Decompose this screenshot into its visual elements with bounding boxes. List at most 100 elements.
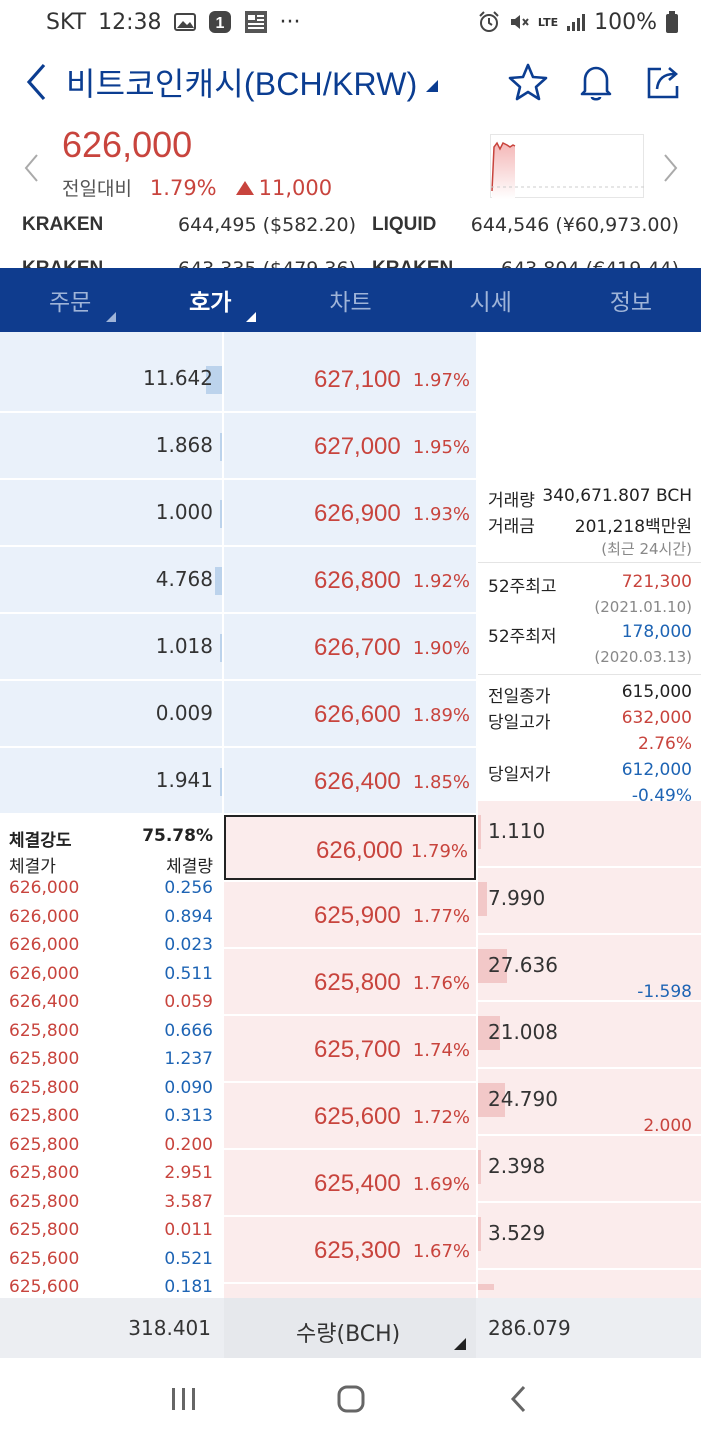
tab-info[interactable]: 정보 xyxy=(561,268,701,332)
alert-button[interactable] xyxy=(573,59,619,105)
mini-chart[interactable] xyxy=(490,134,645,199)
trade-price: 625,800 xyxy=(9,1220,80,1240)
bid-percent: 1.76% xyxy=(412,973,470,994)
bid-row[interactable]: 24.790 2.000 xyxy=(478,1069,701,1136)
bid-row[interactable]: 21.008 xyxy=(478,1002,701,1067)
back-icon xyxy=(510,1385,525,1413)
ask-price: 626,800 xyxy=(314,567,401,594)
status-bar: SKT 12:38 1 ··· LTE 100% xyxy=(0,0,701,44)
exchange-name: LIQUID xyxy=(372,216,437,235)
bid-price: 625,600 xyxy=(314,1103,401,1130)
ask-price-row[interactable]: 626,700 1.90% xyxy=(224,614,476,679)
bid-percent: 1.79% xyxy=(410,841,468,862)
ask-quantity: 11.642 xyxy=(143,366,213,390)
trade-price: 625,800 xyxy=(9,1106,80,1126)
mute-icon xyxy=(508,11,530,33)
orderbook-totals: 318.401 수량(BCH) 286.079 xyxy=(0,1298,701,1358)
trade-price: 625,600 xyxy=(9,1277,80,1297)
home-button[interactable] xyxy=(321,1369,381,1429)
trade-qty: 0.256 xyxy=(164,878,213,898)
bid-price: 625,400 xyxy=(314,1170,401,1197)
ask-price-row[interactable]: 626,600 1.89% xyxy=(224,681,476,746)
high52-value: 721,300 xyxy=(621,572,692,592)
prev-coin-button[interactable] xyxy=(16,148,46,188)
tab-order[interactable]: 주문 xyxy=(0,268,140,332)
bid-price-row[interactable]: 625,700 1.74% xyxy=(224,1016,476,1081)
recent-apps-icon xyxy=(171,1388,195,1410)
trade-row: 626,000 0.023 xyxy=(9,935,213,959)
trade-price: 626,000 xyxy=(9,878,80,898)
ask-price: 626,400 xyxy=(314,768,401,795)
tab-label: 정보 xyxy=(609,290,653,316)
chevron-left-icon xyxy=(24,154,38,182)
ask-row[interactable]: 11.642 xyxy=(0,346,222,411)
star-icon xyxy=(508,63,548,101)
prev-close-value: 615,000 xyxy=(621,682,692,702)
bid-price-row[interactable]: 625,900 1.77% xyxy=(224,882,476,947)
bid-row[interactable]: 7.990 xyxy=(478,868,701,933)
ask-price: 627,100 xyxy=(314,366,401,393)
bid-row[interactable]: 2.398 xyxy=(478,1136,701,1201)
ask-depth-bar xyxy=(220,634,222,662)
bid-row[interactable]: 1.110 xyxy=(478,801,701,866)
ask-price-row[interactable]: 626,900 1.93% xyxy=(224,480,476,545)
current-price: 626,000 xyxy=(62,124,193,165)
change-amount: 11,000 xyxy=(258,175,333,200)
trade-row: 625,800 2.951 xyxy=(9,1163,213,1187)
bid-price-row[interactable]: 625,800 1.76% xyxy=(224,949,476,1014)
trade-row: 625,600 0.521 xyxy=(9,1249,213,1273)
ask-row[interactable]: 1.000 xyxy=(0,480,222,545)
change-percent: 1.79% xyxy=(149,175,217,200)
trade-price: 625,800 xyxy=(9,1020,80,1041)
day-low-value: 612,000 xyxy=(621,760,692,780)
bid-row[interactable]: 27.636 -1.598 xyxy=(478,935,701,1002)
bid-depth-bar xyxy=(478,1016,501,1050)
amount-value: 201,218백만원 xyxy=(574,517,692,537)
ask-price-row[interactable]: 626,800 1.92% xyxy=(224,547,476,612)
tab-quotes[interactable]: 시세 xyxy=(421,268,561,332)
unit-selector[interactable]: 수량(BCH) xyxy=(224,1298,476,1358)
bid-price-row[interactable]: 625,400 1.69% xyxy=(224,1150,476,1215)
ask-quantity: 1.868 xyxy=(155,433,213,457)
order-book: 11.642 1.868 1.000 4.768 1.018 0.009 1.941 627… xyxy=(0,332,701,1314)
bid-price-row[interactable]: 625,600 1.72% xyxy=(224,1083,476,1148)
favorite-button[interactable] xyxy=(505,59,551,105)
news-icon xyxy=(244,10,268,34)
bid-row[interactable]: 3.529 xyxy=(478,1203,701,1268)
battery-label: 100% xyxy=(594,9,657,35)
day-high-value: 632,000 xyxy=(621,708,692,728)
ask-price-row[interactable]: 627,100 1.97% xyxy=(224,346,476,411)
title-dropdown-caret-icon[interactable] xyxy=(425,78,439,97)
system-back-button[interactable] xyxy=(488,1369,548,1429)
next-coin-button[interactable] xyxy=(656,148,686,188)
current-price-row[interactable]: 626,000 1.79% xyxy=(224,815,476,880)
trade-qty: 0.666 xyxy=(164,1020,213,1041)
ask-row[interactable]: 4.768 xyxy=(0,547,222,612)
ask-quantity: 1.941 xyxy=(155,768,213,792)
tab-chart[interactable]: 차트 xyxy=(280,268,420,332)
ask-percent: 1.90% xyxy=(412,638,470,659)
bid-price-row[interactable]: 625,300 1.67% xyxy=(224,1217,476,1282)
recent-apps-button[interactable] xyxy=(154,1369,214,1429)
exchange-price: 644,495 ($582.20) xyxy=(178,216,357,236)
change-label: 전일대비 xyxy=(62,178,132,200)
share-button[interactable] xyxy=(641,59,687,105)
trade-ticker-panel: 체결강도 75.78% 체결가 체결량 626,000 0.256 626,000 0… xyxy=(0,814,222,1298)
ask-depth-bar xyxy=(219,433,222,461)
tab-orderbook[interactable]: 호가 xyxy=(140,268,280,332)
ask-row[interactable]: 1.941 xyxy=(0,748,222,813)
tab-caret-icon xyxy=(106,312,117,322)
low52-date: (2020.03.13) xyxy=(594,648,692,666)
alarm-icon xyxy=(478,11,500,33)
ask-row[interactable]: 1.868 xyxy=(0,413,222,478)
low52-value: 178,000 xyxy=(621,622,692,642)
exchange-price: 643,804 (€419.44) xyxy=(501,258,679,268)
back-button[interactable] xyxy=(6,44,66,120)
ask-row[interactable]: 1.018 xyxy=(0,614,222,679)
page-title[interactable]: 비트코인캐시(BCH/KRW) xyxy=(66,66,418,102)
ask-quantity: 1.018 xyxy=(155,634,213,658)
battery-icon xyxy=(665,11,679,33)
ask-price-row[interactable]: 626,400 1.85% xyxy=(224,748,476,813)
ask-row[interactable]: 0.009 xyxy=(0,681,222,746)
ask-price-row[interactable]: 627,000 1.95% xyxy=(224,413,476,478)
